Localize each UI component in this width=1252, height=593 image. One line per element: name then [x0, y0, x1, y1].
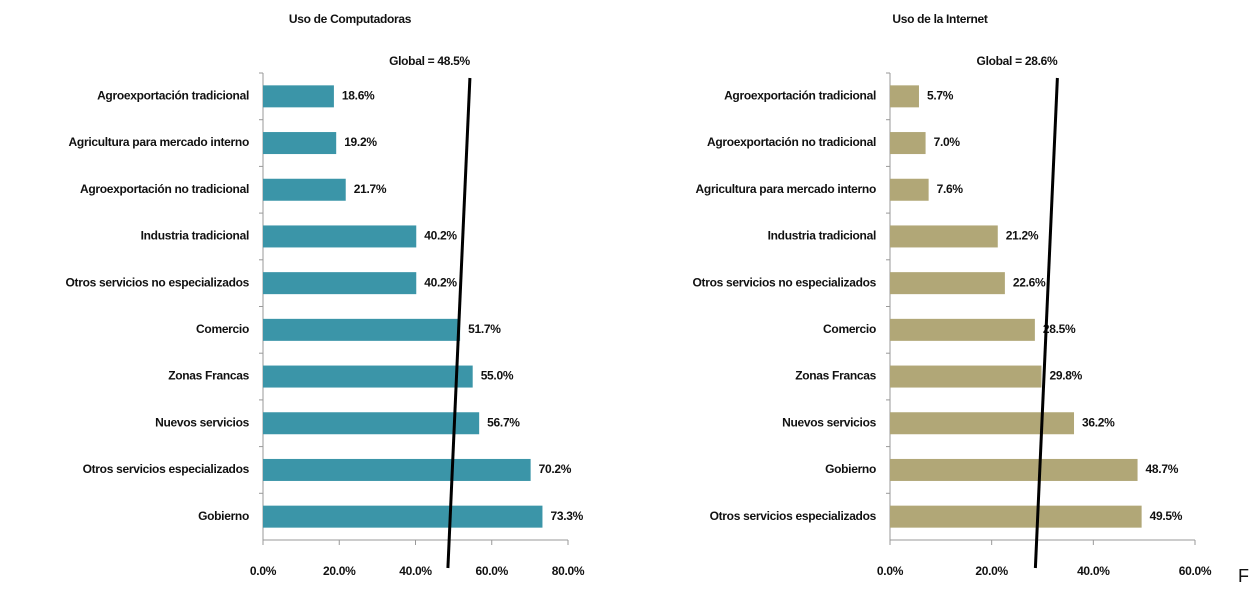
y-tick-label: Agroexportación tradicional: [724, 89, 876, 103]
value-label: 5.7%: [927, 89, 954, 103]
y-tick-label: Comercio: [196, 322, 249, 336]
bar: [890, 458, 1138, 481]
value-label: 19.2%: [344, 135, 377, 149]
x-tick-label: 0.0%: [877, 564, 904, 578]
bar: [890, 178, 929, 201]
y-tick-label: Gobierno: [825, 462, 876, 476]
value-label: 22.6%: [1013, 275, 1046, 289]
value-label: 51.7%: [468, 322, 501, 336]
reference-line: [1033, 77, 1059, 569]
value-label: 7.6%: [937, 182, 964, 196]
value-label: 21.2%: [1006, 229, 1039, 243]
bar: [263, 505, 543, 528]
value-label: 70.2%: [539, 462, 572, 476]
value-label: 18.6%: [342, 89, 375, 103]
bar: [890, 365, 1042, 388]
value-label: 28.5%: [1043, 322, 1076, 336]
reference-label: Global = 48.5%: [389, 54, 470, 68]
x-tick-label: 60.0%: [475, 564, 508, 578]
value-label: 40.2%: [424, 275, 457, 289]
bar: [890, 412, 1075, 435]
x-tick-label: 20.0%: [323, 564, 356, 578]
y-tick-label: Industria tradicional: [141, 229, 249, 243]
value-label: 49.5%: [1150, 509, 1183, 523]
bar: [263, 412, 480, 435]
y-tick-label: Otros servicios especializados: [83, 462, 250, 476]
value-label: 40.2%: [424, 229, 457, 243]
y-tick-label: Zonas Francas: [795, 369, 876, 383]
y-tick-label: Agroexportación no tradicional: [707, 135, 876, 149]
y-tick-label: Nuevos servicios: [782, 415, 877, 429]
bar: [890, 272, 1005, 295]
bar: [263, 458, 531, 481]
y-tick-label: Agricultura para mercado interno: [696, 182, 876, 196]
y-tick-label: Otros servicios no especializados: [692, 275, 876, 289]
bar: [263, 318, 461, 341]
value-label: 29.8%: [1049, 369, 1082, 383]
trailing-text: F: [1238, 566, 1249, 586]
chart-title: Uso de Computadoras: [289, 12, 412, 26]
y-tick-label: Nuevos servicios: [155, 415, 250, 429]
bar: [263, 132, 337, 155]
value-label: 7.0%: [934, 135, 961, 149]
y-tick-label: Zonas Francas: [168, 369, 249, 383]
y-tick-label: Agroexportación no tradicional: [80, 182, 249, 196]
bar: [263, 365, 473, 388]
x-tick-label: 40.0%: [399, 564, 432, 578]
x-tick-label: 80.0%: [552, 564, 585, 578]
chart-title: Uso de la Internet: [892, 12, 988, 26]
x-tick-label: 20.0%: [975, 564, 1008, 578]
value-label: 21.7%: [354, 182, 387, 196]
bar: [890, 505, 1142, 528]
value-label: 55.0%: [481, 369, 514, 383]
x-tick-label: 0.0%: [250, 564, 277, 578]
value-label: 48.7%: [1146, 462, 1179, 476]
y-tick-label: Otros servicios especializados: [710, 509, 877, 523]
bar: [263, 225, 417, 248]
value-label: 36.2%: [1082, 415, 1115, 429]
value-label: 56.7%: [487, 415, 520, 429]
y-tick-label: Comercio: [823, 322, 876, 336]
bar: [263, 178, 346, 201]
x-tick-label: 40.0%: [1077, 564, 1110, 578]
reference-label: Global = 28.6%: [977, 54, 1058, 68]
y-tick-label: Agricultura para mercado interno: [69, 135, 249, 149]
value-label: 73.3%: [550, 509, 583, 523]
bar: [263, 272, 417, 295]
bar: [890, 225, 998, 248]
bar: [263, 85, 334, 108]
reference-line: [446, 77, 472, 569]
bar: [890, 132, 926, 155]
y-tick-label: Gobierno: [198, 509, 249, 523]
y-tick-label: Otros servicios no especializados: [65, 275, 249, 289]
bar: [890, 85, 919, 108]
x-tick-label: 60.0%: [1179, 564, 1212, 578]
bar: [890, 318, 1035, 341]
y-tick-label: Agroexportación tradicional: [97, 89, 249, 103]
y-tick-label: Industria tradicional: [768, 229, 876, 243]
